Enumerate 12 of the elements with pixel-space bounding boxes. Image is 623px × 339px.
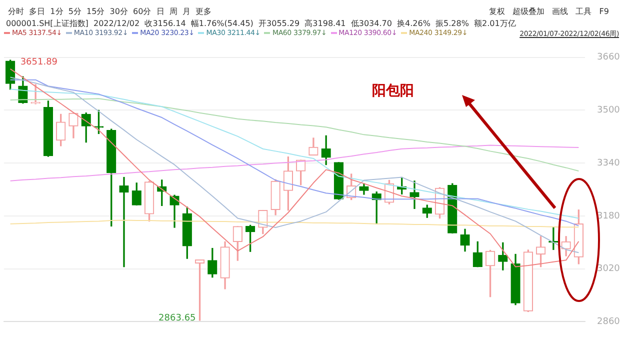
annotation: 3651.89	[20, 57, 58, 68]
y-tick-label: 2860	[597, 316, 620, 327]
annotation: 阳包阳	[372, 82, 414, 100]
chart-title: 分时 多日 1分 5分 15分 30分 60分 日 周 月 更多	[8, 6, 212, 17]
y-tick-label: 3660	[597, 52, 620, 63]
y-tick-label: 3020	[597, 264, 620, 274]
y-tick-label: 3340	[597, 158, 620, 168]
text: 复权 超级叠加 画线 工具 F9	[488, 6, 609, 17]
chart-subtitle: 000001.SH[上证指数] 2022/12/02 收3156.14 幅1.76%(54.45) 开3055.29 高3198.41 低3034.70 换4.26% 振5.28% 额2.01万亿	[6, 18, 516, 29]
annotation: 2863.65	[158, 314, 196, 324]
candlestick	[119, 176, 129, 268]
y-tick-label: 3500	[597, 106, 620, 116]
